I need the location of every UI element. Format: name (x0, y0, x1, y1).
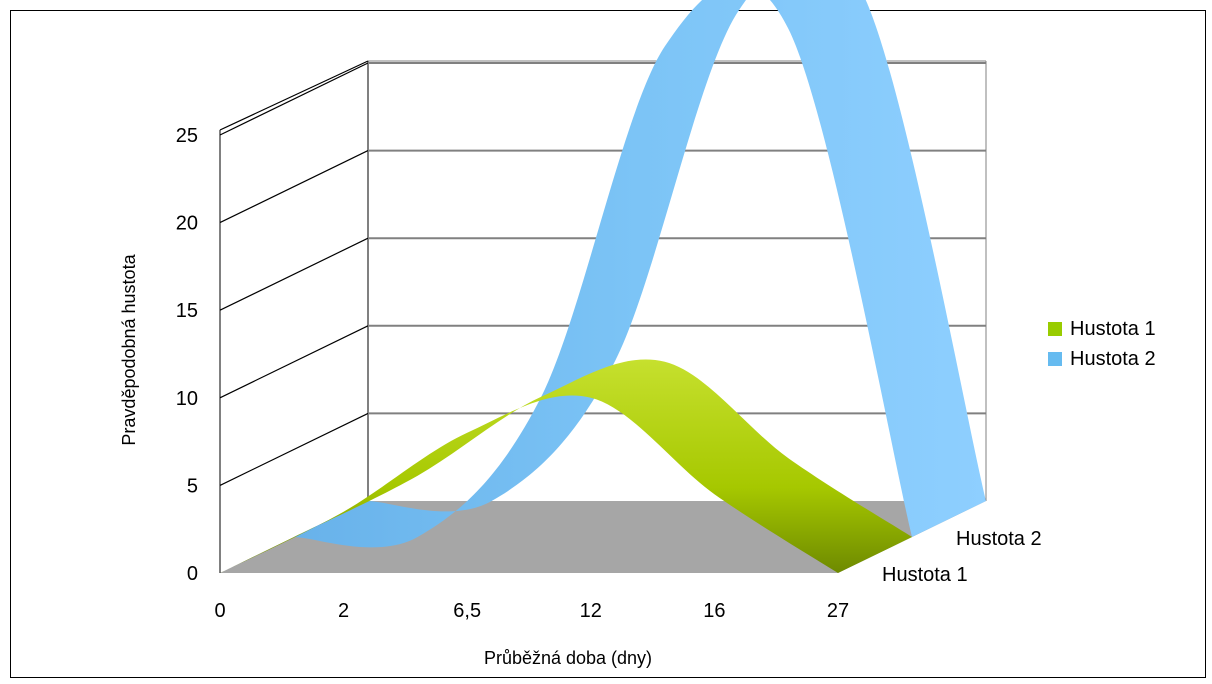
legend-label-hustota-2: Hustota 2 (1070, 347, 1156, 370)
y-tick-label: 20 (176, 213, 198, 235)
x-axis-title: Průběžná doba (dny) (484, 648, 652, 668)
depth-label: Hustota 2 (956, 528, 1042, 550)
x-tick-label: 12 (580, 600, 602, 622)
legend-swatch-hustota-1 (1048, 322, 1062, 336)
gridline-side (219, 150, 369, 224)
legend: Hustota 1 Hustota 2 (1048, 314, 1156, 374)
x-tick-label: 27 (827, 600, 849, 622)
gridline-side (219, 237, 369, 311)
gridline-side (219, 62, 369, 136)
x-tick-label: 0 (214, 600, 225, 622)
x-tick-label: 2 (338, 600, 349, 622)
x-tick-label: 6,5 (453, 600, 481, 622)
y-tick-label: 5 (187, 475, 198, 497)
series-hustota-2 (294, 0, 986, 548)
series-hustota-1 (220, 359, 912, 573)
legend-entry-hustota-2: Hustota 2 (1048, 344, 1156, 374)
ribbon-hustota-1 (220, 359, 912, 573)
legend-swatch-hustota-2 (1048, 352, 1062, 366)
chart-labels: 0 5 10 15 20 25 0 2 6,5 12 16 27 Hustota 1 Hustota 2 P… (119, 125, 1042, 668)
legend-label-hustota-1: Hustota 1 (1070, 317, 1156, 340)
y-tick-label: 0 (187, 563, 198, 585)
y-tick-label: 25 (176, 125, 198, 147)
gridline-side (219, 325, 369, 399)
gridline-side (219, 412, 369, 486)
ribbon-hustota-2 (294, 0, 986, 548)
gridline-side-top (219, 60, 369, 131)
y-tick-label: 10 (176, 388, 198, 410)
legend-entry-hustota-1: Hustota 1 (1048, 314, 1156, 344)
y-tick-label: 15 (176, 300, 198, 322)
depth-label: Hustota 1 (882, 564, 968, 586)
x-tick-label: 16 (703, 600, 725, 622)
y-axis-title: Pravděpodobná hustota (119, 253, 139, 445)
